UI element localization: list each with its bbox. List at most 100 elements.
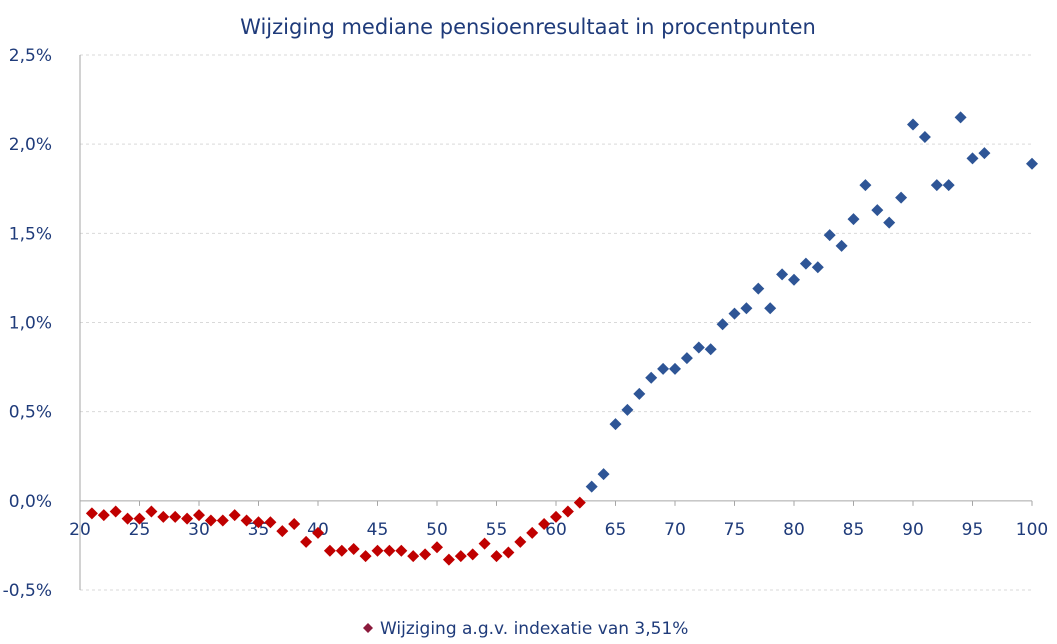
x-tick-label: 60	[545, 520, 567, 540]
data-point	[1026, 157, 1038, 170]
data-point	[752, 282, 765, 295]
data-point	[847, 213, 860, 226]
x-tick-label: 80	[783, 520, 805, 540]
x-tick-label: 20	[69, 520, 91, 540]
y-axis-ticks: -0,5% 0,0% 0,5% 1,0% 1,5% 2,0% 2,5%	[3, 46, 52, 601]
data-point	[954, 111, 967, 124]
data-point	[538, 518, 551, 531]
data-points	[85, 111, 1038, 566]
data-point	[264, 516, 277, 529]
legend: Wijziging a.g.v. indexatie van 3,51%	[363, 619, 688, 639]
data-point	[811, 261, 824, 274]
data-point	[966, 152, 979, 165]
x-tick-label: 25	[129, 520, 151, 540]
y-tick-label: -0,5%	[3, 581, 52, 601]
data-point	[561, 505, 574, 518]
data-point	[419, 548, 432, 561]
data-point	[359, 550, 372, 563]
x-tick-label: 75	[724, 520, 746, 540]
legend-label: Wijziging a.g.v. indexatie van 3,51%	[380, 619, 688, 639]
x-tick-label: 70	[664, 520, 686, 540]
data-point	[335, 544, 348, 557]
data-point	[704, 343, 717, 356]
data-point	[740, 302, 753, 315]
data-point	[573, 496, 586, 509]
y-tick-label: 1,5%	[9, 224, 52, 244]
data-point	[930, 179, 943, 192]
data-point	[395, 544, 408, 557]
data-point	[918, 131, 931, 144]
data-point	[716, 318, 729, 331]
data-point	[585, 480, 598, 493]
x-tick-label: 55	[486, 520, 508, 540]
data-point	[895, 191, 908, 204]
y-tick-label: 0,0%	[9, 492, 52, 512]
data-point	[514, 535, 527, 548]
data-point	[371, 544, 384, 557]
data-point	[788, 273, 800, 286]
data-point	[323, 544, 336, 557]
data-point	[597, 468, 610, 481]
gridlines	[80, 54, 1032, 591]
data-point	[347, 542, 360, 555]
data-point	[454, 550, 467, 563]
x-tick-label: 35	[248, 520, 270, 540]
data-point	[121, 512, 134, 525]
data-point	[157, 510, 170, 523]
data-point	[550, 510, 562, 523]
data-point	[871, 204, 884, 217]
y-tick-label: 2,0%	[9, 135, 52, 155]
data-point	[312, 526, 324, 539]
data-point	[216, 514, 229, 527]
data-point	[633, 387, 646, 400]
data-point	[776, 268, 789, 281]
data-point	[978, 147, 991, 160]
x-tick-label: 45	[367, 520, 389, 540]
data-point	[645, 371, 658, 384]
data-point	[169, 510, 182, 523]
data-point	[193, 509, 205, 522]
data-point	[133, 512, 146, 525]
data-point	[692, 341, 705, 354]
data-point	[669, 362, 681, 375]
x-tick-label: 50	[426, 520, 448, 540]
data-point	[502, 546, 515, 559]
axes	[79, 55, 1033, 590]
data-point	[145, 505, 158, 518]
data-point	[181, 512, 194, 525]
x-tick-label: 65	[605, 520, 627, 540]
data-point	[835, 239, 848, 252]
data-point	[621, 403, 634, 416]
data-point	[466, 548, 479, 561]
data-point	[907, 118, 919, 131]
x-tick-label: 90	[902, 520, 924, 540]
data-point	[204, 514, 217, 527]
data-point	[85, 507, 98, 520]
data-point	[288, 518, 301, 531]
data-point	[490, 550, 503, 563]
y-tick-label: 0,5%	[9, 403, 52, 423]
data-point	[799, 257, 812, 270]
x-tick-label: 85	[843, 520, 865, 540]
data-point	[609, 418, 622, 431]
x-axis-ticks: 20253035404550556065707580859095100	[69, 520, 1048, 540]
data-point	[883, 216, 896, 229]
data-point	[109, 505, 122, 518]
x-tick-label: 100	[1016, 520, 1048, 540]
data-point	[431, 541, 443, 554]
data-point	[228, 509, 241, 522]
y-tick-label: 2,5%	[9, 46, 52, 66]
data-point	[97, 509, 110, 522]
x-tick-label: 30	[188, 520, 210, 540]
data-point	[300, 535, 313, 548]
data-point	[859, 179, 872, 192]
data-point	[526, 526, 539, 539]
legend-marker-icon	[363, 623, 373, 633]
y-tick-label: 1,0%	[9, 314, 52, 334]
data-point	[442, 553, 455, 566]
data-point	[942, 179, 955, 192]
x-tick-label: 95	[962, 520, 984, 540]
chart-title: Wijziging mediane pensioenresultaat in p…	[240, 15, 816, 39]
data-point	[478, 537, 491, 550]
